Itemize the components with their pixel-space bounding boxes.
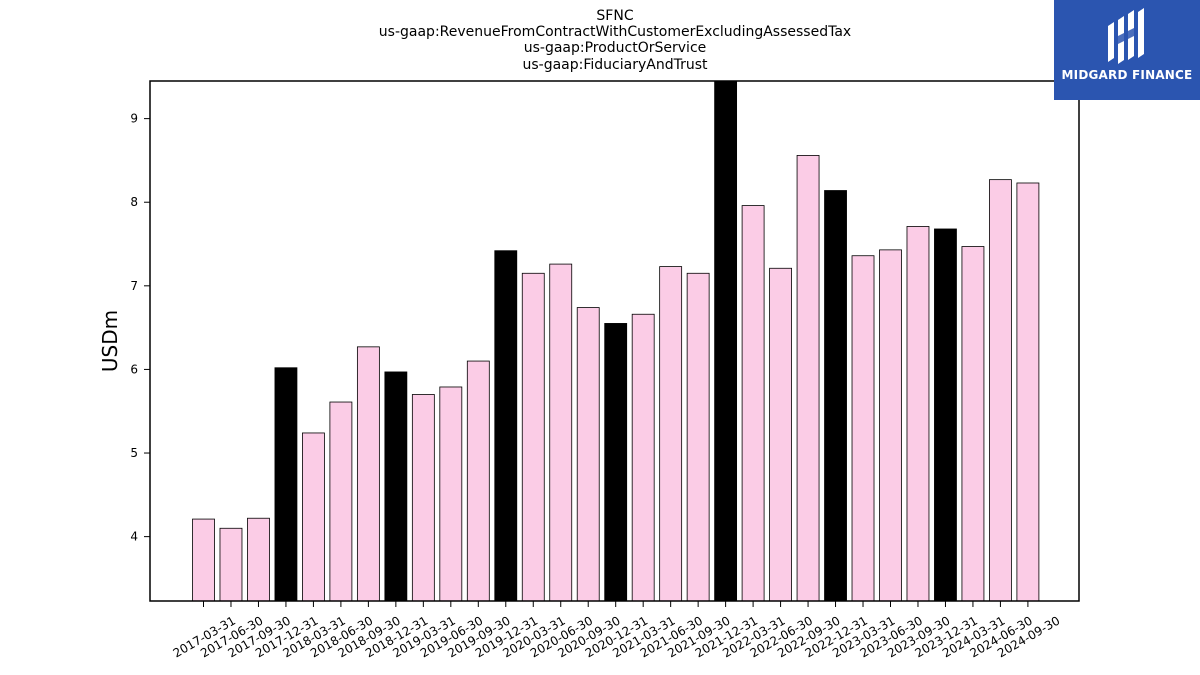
bar-2021-03-31 (631, 313, 655, 602)
bar-2020-03-31 (521, 272, 545, 602)
chart-title-line-4: us-gaap:FiduciaryAndTrust (522, 57, 708, 73)
y-tick-label: 4 (130, 530, 138, 544)
bar-2022-09-30 (796, 155, 820, 602)
bar-2022-06-30 (769, 267, 792, 602)
bar-2023-09-30 (906, 226, 930, 602)
bar-2021-09-30 (686, 272, 710, 602)
bar-2024-09-30 (1016, 182, 1040, 602)
bar-2019-09-30 (466, 360, 490, 602)
bar-2024-06-30 (989, 179, 1012, 602)
bar-2024-03-31 (961, 246, 985, 602)
y-tick-label: 9 (130, 112, 138, 126)
bar-2018-03-31 (302, 432, 325, 602)
y-tick-label: 5 (130, 446, 138, 460)
bar-2021-06-30 (659, 266, 683, 602)
bar-2020-09-30 (576, 307, 600, 602)
chart-title-line-1: SFNC (596, 8, 633, 24)
chart-title-line-2: us-gaap:RevenueFromContractWithCustomerE… (379, 24, 851, 40)
bar-2021-12-31 (714, 80, 738, 602)
bar-2017-12-31 (274, 367, 298, 602)
bar-2019-12-31 (494, 250, 518, 602)
bars-group (192, 80, 1040, 602)
bar-2017-03-31 (192, 518, 215, 602)
chart-title-line-3: us-gaap:ProductOrService (524, 40, 707, 56)
bar-2023-06-30 (879, 249, 902, 602)
bar-2019-06-30 (439, 386, 463, 602)
bar-2018-06-30 (329, 401, 353, 602)
bar-2020-12-31 (604, 323, 628, 602)
bar-2023-12-31 (934, 228, 957, 602)
brand-logo-text: MIDGARD FINANCE (1061, 68, 1193, 82)
bar-2022-12-31 (824, 190, 847, 602)
y-tick-label: 8 (130, 195, 138, 209)
bar-2017-06-30 (219, 527, 243, 602)
brand-logo: MIDGARD FINANCE (1054, 0, 1200, 100)
bar-2018-09-30 (356, 346, 380, 602)
plot-frame (149, 80, 1080, 602)
bar-2019-03-31 (411, 394, 435, 602)
y-axis: 4 5 6 7 8 9 (130, 112, 150, 544)
bar-2020-06-30 (549, 263, 573, 602)
bar-2023-03-31 (851, 255, 875, 602)
bar-2017-09-30 (247, 517, 270, 602)
bar-2022-03-31 (741, 205, 765, 602)
y-tick-label: 6 (130, 362, 138, 376)
bar-2018-12-31 (384, 371, 408, 602)
midgard-logo-icon (1108, 8, 1144, 64)
x-axis: 2017-03-312017-06-302017-09-302017-12-31… (171, 601, 1062, 660)
chart-title: SFNC us-gaap:RevenueFromContractWithCust… (379, 8, 851, 73)
y-tick-label: 7 (130, 279, 138, 293)
y-axis-label: USDm (98, 310, 122, 372)
